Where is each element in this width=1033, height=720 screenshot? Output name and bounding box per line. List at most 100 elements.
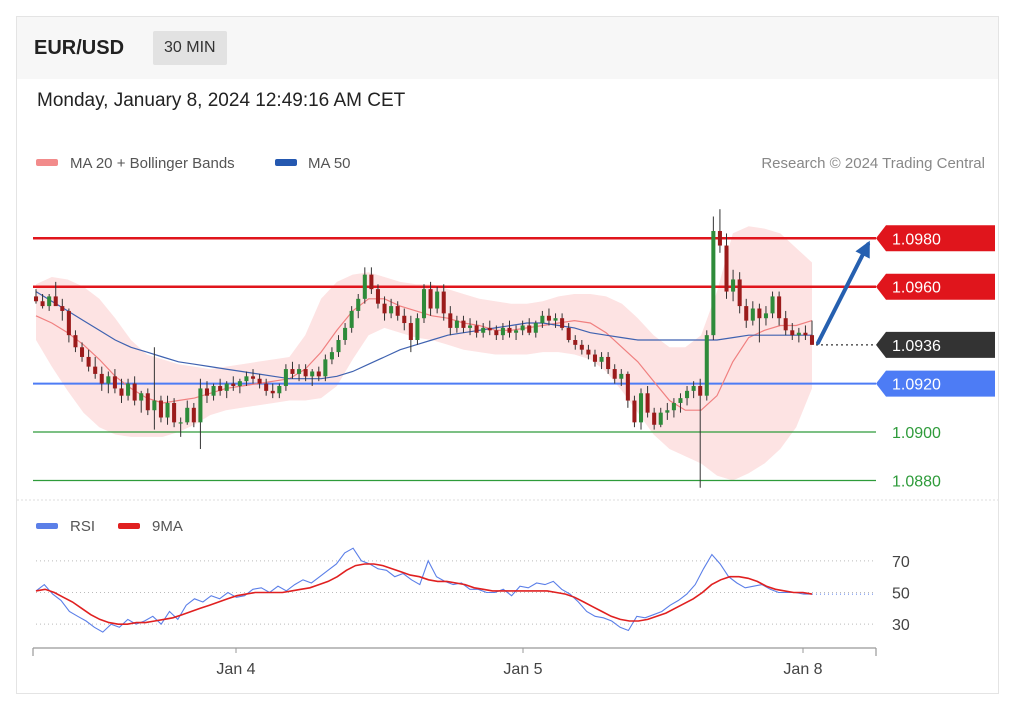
- candle: [592, 349, 598, 367]
- candle-body: [47, 296, 52, 307]
- candle: [395, 301, 400, 321]
- candle: [73, 330, 78, 353]
- candle: [172, 398, 177, 428]
- candle: [435, 286, 440, 314]
- candle-body: [711, 231, 716, 336]
- candle-body: [172, 402, 177, 423]
- candle: [60, 298, 65, 321]
- candle-body: [586, 349, 591, 355]
- candle: [191, 402, 196, 428]
- candle: [185, 400, 190, 425]
- candle-body: [421, 289, 427, 319]
- legend-swatch-ma50: [275, 159, 297, 166]
- candle: [53, 281, 58, 307]
- candle: [599, 352, 604, 370]
- candle: [454, 315, 459, 333]
- candle: [283, 364, 288, 391]
- candle-body: [283, 369, 288, 387]
- candle-body: [645, 393, 650, 413]
- candle-body: [566, 327, 571, 340]
- candle-body: [191, 407, 196, 423]
- candle: [658, 407, 663, 428]
- ma50-line: [35, 291, 812, 380]
- candle-body: [685, 390, 690, 399]
- candle: [665, 402, 670, 420]
- candle: [520, 320, 525, 336]
- candle-body: [198, 388, 203, 423]
- candle-body: [744, 306, 749, 321]
- candle-body: [86, 356, 91, 367]
- bollinger-bands: [36, 226, 812, 481]
- legend-label-ma50: MA 50: [308, 155, 351, 172]
- candle: [415, 313, 420, 345]
- candle: [310, 369, 315, 387]
- candle: [507, 320, 512, 338]
- candle-body: [527, 325, 532, 333]
- candle-body: [178, 422, 183, 424]
- candle-body: [500, 327, 505, 336]
- candle-body: [783, 318, 788, 331]
- candle-body: [389, 306, 394, 314]
- candle-body: [369, 274, 374, 290]
- candle: [487, 320, 492, 336]
- candle-body: [671, 402, 676, 411]
- candle: [494, 325, 499, 340]
- candle-body: [343, 327, 348, 340]
- candle: [80, 342, 85, 362]
- candle: [257, 373, 262, 389]
- candle: [474, 320, 479, 338]
- candle: [632, 395, 637, 428]
- candle-body: [691, 386, 696, 391]
- candle: [224, 381, 229, 399]
- timestamp: Monday, January 8, 2024 12:49:16 AM CET: [37, 90, 406, 111]
- candle-body: [441, 291, 446, 314]
- candle: [158, 395, 163, 423]
- candle: [711, 216, 716, 340]
- candle: [685, 386, 690, 406]
- candle-body: [218, 386, 223, 391]
- candle-body: [632, 400, 637, 423]
- candle-body: [546, 315, 551, 321]
- projection-arrow: [816, 240, 870, 345]
- candle: [731, 269, 736, 302]
- candle-body: [126, 383, 131, 396]
- candle: [809, 320, 815, 345]
- candle: [211, 383, 216, 401]
- candle: [441, 284, 446, 321]
- candle-body: [395, 306, 400, 316]
- candle: [612, 364, 617, 384]
- candle-body: [165, 402, 170, 418]
- candle-body: [119, 388, 124, 396]
- symbol-label: EUR/USD: [34, 37, 125, 59]
- candle: [757, 303, 762, 343]
- candle: [204, 381, 210, 403]
- x-axis: Jan 4 Jan 5 Jan 8: [32, 647, 877, 678]
- candle: [540, 310, 545, 328]
- candle: [408, 315, 413, 353]
- candle-body: [112, 376, 117, 389]
- candle: [270, 383, 275, 399]
- rsi-panel: 70 50 30: [35, 547, 910, 634]
- candle: [33, 289, 39, 304]
- interval-badge[interactable]: 30 MIN: [153, 31, 227, 65]
- level-tag-label: 1.0900: [892, 425, 941, 442]
- candle-body: [638, 393, 644, 423]
- candle-body: [750, 308, 755, 321]
- candle: [99, 366, 104, 391]
- candle: [586, 344, 591, 360]
- legend-label-ma20: MA 20 + Bollinger Bands: [70, 155, 235, 172]
- candle: [290, 361, 295, 379]
- candle: [66, 308, 71, 343]
- price-levels: [33, 237, 876, 482]
- candle-body: [770, 296, 775, 314]
- candle-body: [329, 352, 334, 360]
- candle-body: [428, 289, 433, 309]
- candle: [527, 318, 532, 336]
- candle: [724, 233, 729, 299]
- candle-body: [152, 400, 157, 411]
- candle: [744, 298, 749, 328]
- candle-body: [757, 308, 762, 319]
- candle: [316, 366, 321, 382]
- candle: [678, 393, 683, 413]
- candle: [533, 320, 538, 338]
